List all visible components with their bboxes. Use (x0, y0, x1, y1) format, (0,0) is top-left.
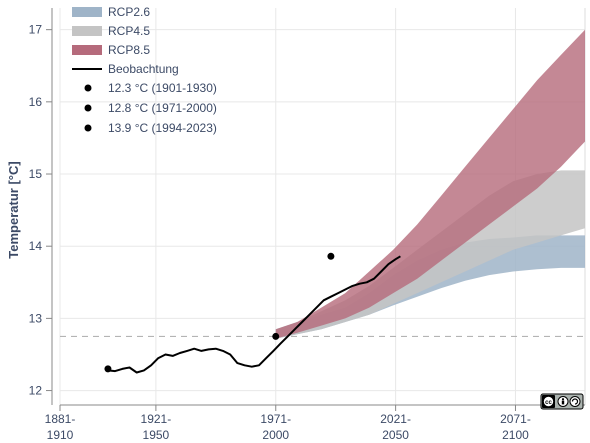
sa-icon (569, 396, 581, 407)
x-tick-label-bottom: 2050 (382, 428, 409, 442)
x-tick-labels: 1881- 1910 1921- 1950 1971- 2000 2021- 2050 2071… (45, 404, 585, 442)
x-tick-label-top: 1921- (141, 412, 172, 426)
legend-point-marker (84, 124, 92, 132)
scenario-bands (275, 29, 585, 339)
cc-license-badge[interactable]: cc (540, 393, 584, 410)
x-tick-label-bottom: 2000 (262, 428, 289, 442)
x-tick-label-top: 1971- (260, 412, 291, 426)
y-tick-label: 17 (29, 23, 43, 37)
legend-point-marker (84, 84, 92, 92)
legend-label: 13.9 °C (1994-2023) (108, 121, 217, 135)
observation-series (107, 255, 401, 374)
x-tick-label-bottom: 1910 (47, 428, 74, 442)
legend-point-marker (84, 104, 92, 112)
observation-line (107, 255, 401, 374)
legend-label: RCP4.5 (108, 24, 150, 38)
legend-label: 12.3 °C (1901-1930) (108, 81, 217, 95)
legend-label: RCP2.6 (108, 5, 150, 19)
period-mean-point (272, 332, 280, 340)
y-tick-label: 13 (29, 311, 43, 325)
legend-swatch-rcp45 (72, 26, 102, 36)
legend-label: Beobachtung (108, 62, 179, 76)
y-tick-label: 14 (29, 239, 43, 253)
y-tick-label: 16 (29, 95, 43, 109)
legend-label: RCP8.5 (108, 43, 150, 57)
x-tick-label-bottom: 1950 (143, 428, 170, 442)
legend-swatch-rcp85 (72, 45, 102, 55)
svg-text:cc: cc (545, 400, 552, 406)
cc-icon (542, 395, 555, 408)
legend-label: 12.8 °C (1971-2000) (108, 101, 217, 115)
period-mean-point (104, 365, 112, 373)
legend: RCP2.6 RCP4.5 RCP8.5 Beobachtung 12.3 °C (19… (72, 5, 217, 135)
period-mean-points (104, 252, 335, 373)
legend-swatch-rcp26 (72, 7, 102, 17)
y-axis-title: Temperatur [°C] (6, 161, 21, 258)
y-tick-label: 15 (29, 167, 43, 181)
x-tick-label-top: 2021- (380, 412, 411, 426)
x-tick-label-top: 2071- (500, 412, 531, 426)
y-tick-label: 12 (29, 384, 43, 398)
y-tick-labels: 12 13 14 15 16 17 (29, 8, 53, 405)
band-rcp85 (275, 29, 585, 339)
period-mean-point (327, 252, 335, 260)
x-tick-label-bottom: 2100 (502, 428, 529, 442)
x-tick-label-top: 1881- (45, 412, 76, 426)
